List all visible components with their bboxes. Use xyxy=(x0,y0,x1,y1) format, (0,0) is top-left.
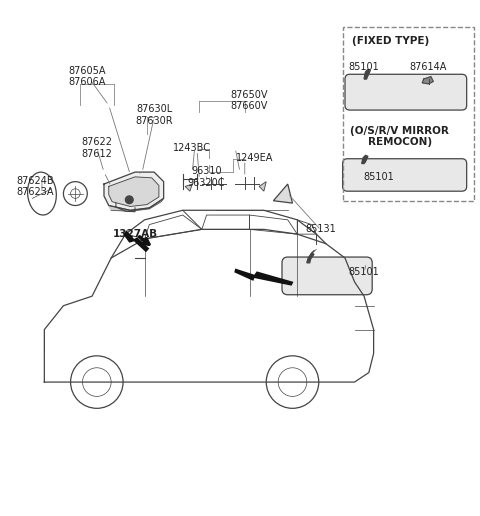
Text: 96310
96320C: 96310 96320C xyxy=(188,166,225,188)
Polygon shape xyxy=(422,77,433,84)
Text: (O/S/R/V MIRROR
REMOCON): (O/S/R/V MIRROR REMOCON) xyxy=(350,125,449,147)
FancyBboxPatch shape xyxy=(345,74,467,110)
Bar xyxy=(343,26,474,201)
Polygon shape xyxy=(109,177,159,206)
Polygon shape xyxy=(362,155,368,164)
Polygon shape xyxy=(364,70,370,79)
Polygon shape xyxy=(274,184,292,203)
FancyBboxPatch shape xyxy=(282,257,372,295)
Text: 87622
87612: 87622 87612 xyxy=(81,137,112,159)
Text: 85131: 85131 xyxy=(306,224,336,234)
Text: 87605A
87606A: 87605A 87606A xyxy=(69,66,106,87)
Circle shape xyxy=(125,196,133,204)
Polygon shape xyxy=(307,253,314,263)
Text: 85101: 85101 xyxy=(363,172,394,182)
Polygon shape xyxy=(185,184,192,191)
Polygon shape xyxy=(259,182,266,191)
Text: 1243BC: 1243BC xyxy=(173,143,211,153)
Text: 85101: 85101 xyxy=(348,267,380,277)
Text: 87650V
87660V: 87650V 87660V xyxy=(231,90,268,111)
Text: 87630L
87630R: 87630L 87630R xyxy=(135,104,173,125)
Text: 87614A: 87614A xyxy=(410,62,447,72)
Text: (FIXED TYPE): (FIXED TYPE) xyxy=(352,36,429,46)
Text: 1249EA: 1249EA xyxy=(236,153,273,163)
Polygon shape xyxy=(234,268,293,286)
Text: 85101: 85101 xyxy=(348,62,380,72)
Text: 1327AB: 1327AB xyxy=(112,229,157,239)
Polygon shape xyxy=(109,198,164,211)
FancyBboxPatch shape xyxy=(343,159,467,191)
Text: 87624B
87623A: 87624B 87623A xyxy=(16,175,54,197)
Polygon shape xyxy=(123,230,149,252)
Polygon shape xyxy=(104,172,164,211)
